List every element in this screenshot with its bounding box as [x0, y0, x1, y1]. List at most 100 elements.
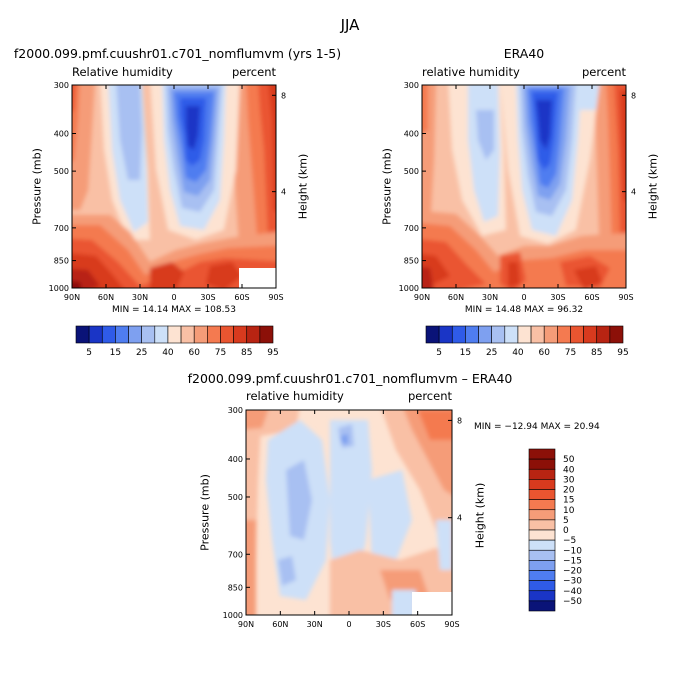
panel3-colorbar-box — [528, 570, 556, 581]
panel1-colorbar-label-95: 95 — [267, 348, 278, 358]
panel1-colorbar: 5 15 25 40 60 75 85 95 — [75, 325, 279, 358]
panel3-axis-ticks: 90N 60N 30N 0 30S 60S 90S 300 400 500 700 850 1000 8 4 — [223, 406, 462, 629]
panel3-colorbar-label: 30 — [563, 475, 575, 485]
panel3-colorbar-label: 0 — [563, 526, 569, 536]
panel3-units-label: percent — [407, 389, 452, 403]
panel1-ytick-label-300: 300 — [54, 81, 69, 90]
panel3-colorbar-box — [528, 529, 556, 541]
panel1-min-max: MIN = 14.14 MAX = 108.53 — [112, 305, 236, 315]
panel1-ytick-label-700: 700 — [54, 224, 69, 233]
figure-title: JJA — [340, 16, 360, 34]
panel1-xtick-label-30S: 30S — [200, 293, 215, 302]
panel2-xtick-label-30S: 30S — [550, 293, 565, 302]
panel3-colorbar-label: −40 — [563, 587, 582, 597]
panel3-height-tick-label-8: 8 — [457, 416, 462, 425]
panel2-colorbar-label-60: 60 — [538, 348, 550, 358]
panel3-colorbar-label: 10 — [563, 506, 575, 516]
panel1-ytick-label-1000: 1000 — [49, 284, 69, 293]
panel2-colorbar-label-5: 5 — [436, 348, 442, 358]
panel1-colorbar-label-15: 15 — [110, 348, 121, 358]
panel2-colorbar-label-75: 75 — [565, 348, 576, 358]
panel3-colorbar-box — [528, 479, 556, 490]
panel1-title: f2000.099.pmf.cuushr01.c701_nomflumvm (y… — [13, 46, 342, 61]
panel1-height-tick-label-8: 8 — [281, 91, 286, 100]
panel3-variable-label: relative humidity — [246, 389, 344, 403]
panel3-colorbar-label: −50 — [563, 597, 582, 607]
panel3-colorbar-label: −15 — [563, 556, 582, 566]
panel3-ytick-label-700: 700 — [228, 550, 243, 559]
panel3-colorbar-label: −10 — [563, 546, 582, 556]
panel2-units-label: percent — [581, 65, 626, 79]
panel1-colorbar-label-60: 60 — [188, 348, 200, 358]
panel1-xtick-label-90N: 90N — [64, 293, 80, 302]
panel3-colorbar-label: 5 — [563, 516, 569, 526]
panel1-colorbar-label-25: 25 — [136, 348, 147, 358]
panel1-xtick-label-0: 0 — [171, 293, 176, 302]
panel1-xtick-label-30N: 30N — [132, 293, 148, 302]
panel1-colorbar-label-5: 5 — [86, 348, 92, 358]
panel3-min-max: MIN = −12.94 MAX = 20.94 — [474, 422, 600, 432]
panel2-colorbar-label-40: 40 — [512, 348, 524, 358]
panel1-height-tick-label-4: 4 — [281, 188, 286, 197]
panel3-xtick-label-60N: 60N — [272, 620, 288, 629]
panel3-ytick-label-500: 500 — [228, 493, 243, 502]
panel3-xtick-label-30S: 30S — [376, 620, 391, 629]
panel2-ytick-label-700: 700 — [404, 224, 419, 233]
panel3-colorbar-label: 40 — [563, 465, 575, 475]
panel1-units-label: percent — [231, 65, 276, 79]
panel3-colorbar-box — [528, 519, 556, 531]
panel2-xtick-label-30N: 30N — [482, 293, 498, 302]
panel2-xtick-label-90N: 90N — [414, 293, 430, 302]
panel1-ytick-label-850: 850 — [54, 257, 69, 266]
panel2-colorbar-box — [609, 325, 624, 344]
panel1-xtick-label-60S: 60S — [234, 293, 249, 302]
panel2-colorbar-label-85: 85 — [591, 348, 602, 358]
panel2-xtick-label-60S: 60S — [584, 293, 599, 302]
panel2-ytick-label-1000: 1000 — [399, 284, 419, 293]
panel3-colorbar-box — [528, 560, 556, 571]
panel2-ytick-label-850: 850 — [404, 257, 419, 266]
panel3-ytick-label-1000: 1000 — [223, 611, 243, 620]
panel1-xtick-label-90S: 90S — [268, 293, 283, 302]
panel3-colorbar-box — [528, 600, 556, 612]
panel3-height-tick-label-4: 4 — [457, 514, 462, 523]
panel3-xtick-label-0: 0 — [346, 620, 351, 629]
panel3-colorbar-label: −30 — [563, 577, 582, 587]
panel1-xtick-label-60N: 60N — [98, 293, 114, 302]
panel3-xtick-label-90N: 90N — [238, 620, 254, 629]
panel2-xtick-label-0: 0 — [521, 293, 526, 302]
panel3-colorbar-box — [528, 489, 556, 500]
panel2-min-max: MIN = 14.48 MAX = 96.32 — [464, 305, 584, 315]
panel3-xtick-label-30N: 30N — [307, 620, 323, 629]
panel3-colorbar-box — [528, 580, 556, 592]
panel2-axis-ticks: 90N 60N 30N 0 30S 60S 90S 300 400 500 700 850 1000 8 4 — [399, 81, 636, 302]
panel3-colorbar-box — [528, 448, 556, 460]
panel2-height-tick-label-8: 8 — [631, 91, 636, 100]
panel2-ytick-label-500: 500 — [404, 167, 419, 176]
panel3-colorbar-label: −20 — [563, 567, 582, 577]
panel3-colorbar-box — [528, 458, 556, 470]
panel3-colorbar-box — [528, 499, 556, 511]
panel2-ytick-label-400: 400 — [404, 130, 419, 139]
panel3-colorbar-label: −5 — [563, 536, 576, 546]
panel3-colorbar-box — [528, 509, 556, 521]
panel2-colorbar-label-15: 15 — [460, 348, 471, 358]
panel3-colorbar-label: 15 — [563, 496, 574, 506]
panel1-colorbar-label-75: 75 — [215, 348, 226, 358]
panel1-axis-ticks: 90N 60N 30N 0 30S 60S 90S 300 400 500 700 850 1000 8 4 — [49, 81, 286, 302]
panel3-colorbar-box — [528, 539, 556, 551]
panel2-ytick-label-300: 300 — [404, 81, 419, 90]
panel2-colorbar: 5 15 25 40 60 75 85 95 — [425, 325, 629, 358]
panel3-colorbar-label: 20 — [563, 486, 575, 496]
panel2-xtick-label-90S: 90S — [618, 293, 633, 302]
panel3-xtick-label-60S: 60S — [410, 620, 425, 629]
panel2-colorbar-label-95: 95 — [617, 348, 628, 358]
panel3-colorbar-label: 50 — [563, 455, 575, 465]
panel3-colorbar-box — [528, 468, 556, 480]
panel1-colorbar-box — [259, 325, 274, 344]
panel3-ytick-label-850: 850 — [228, 583, 243, 592]
